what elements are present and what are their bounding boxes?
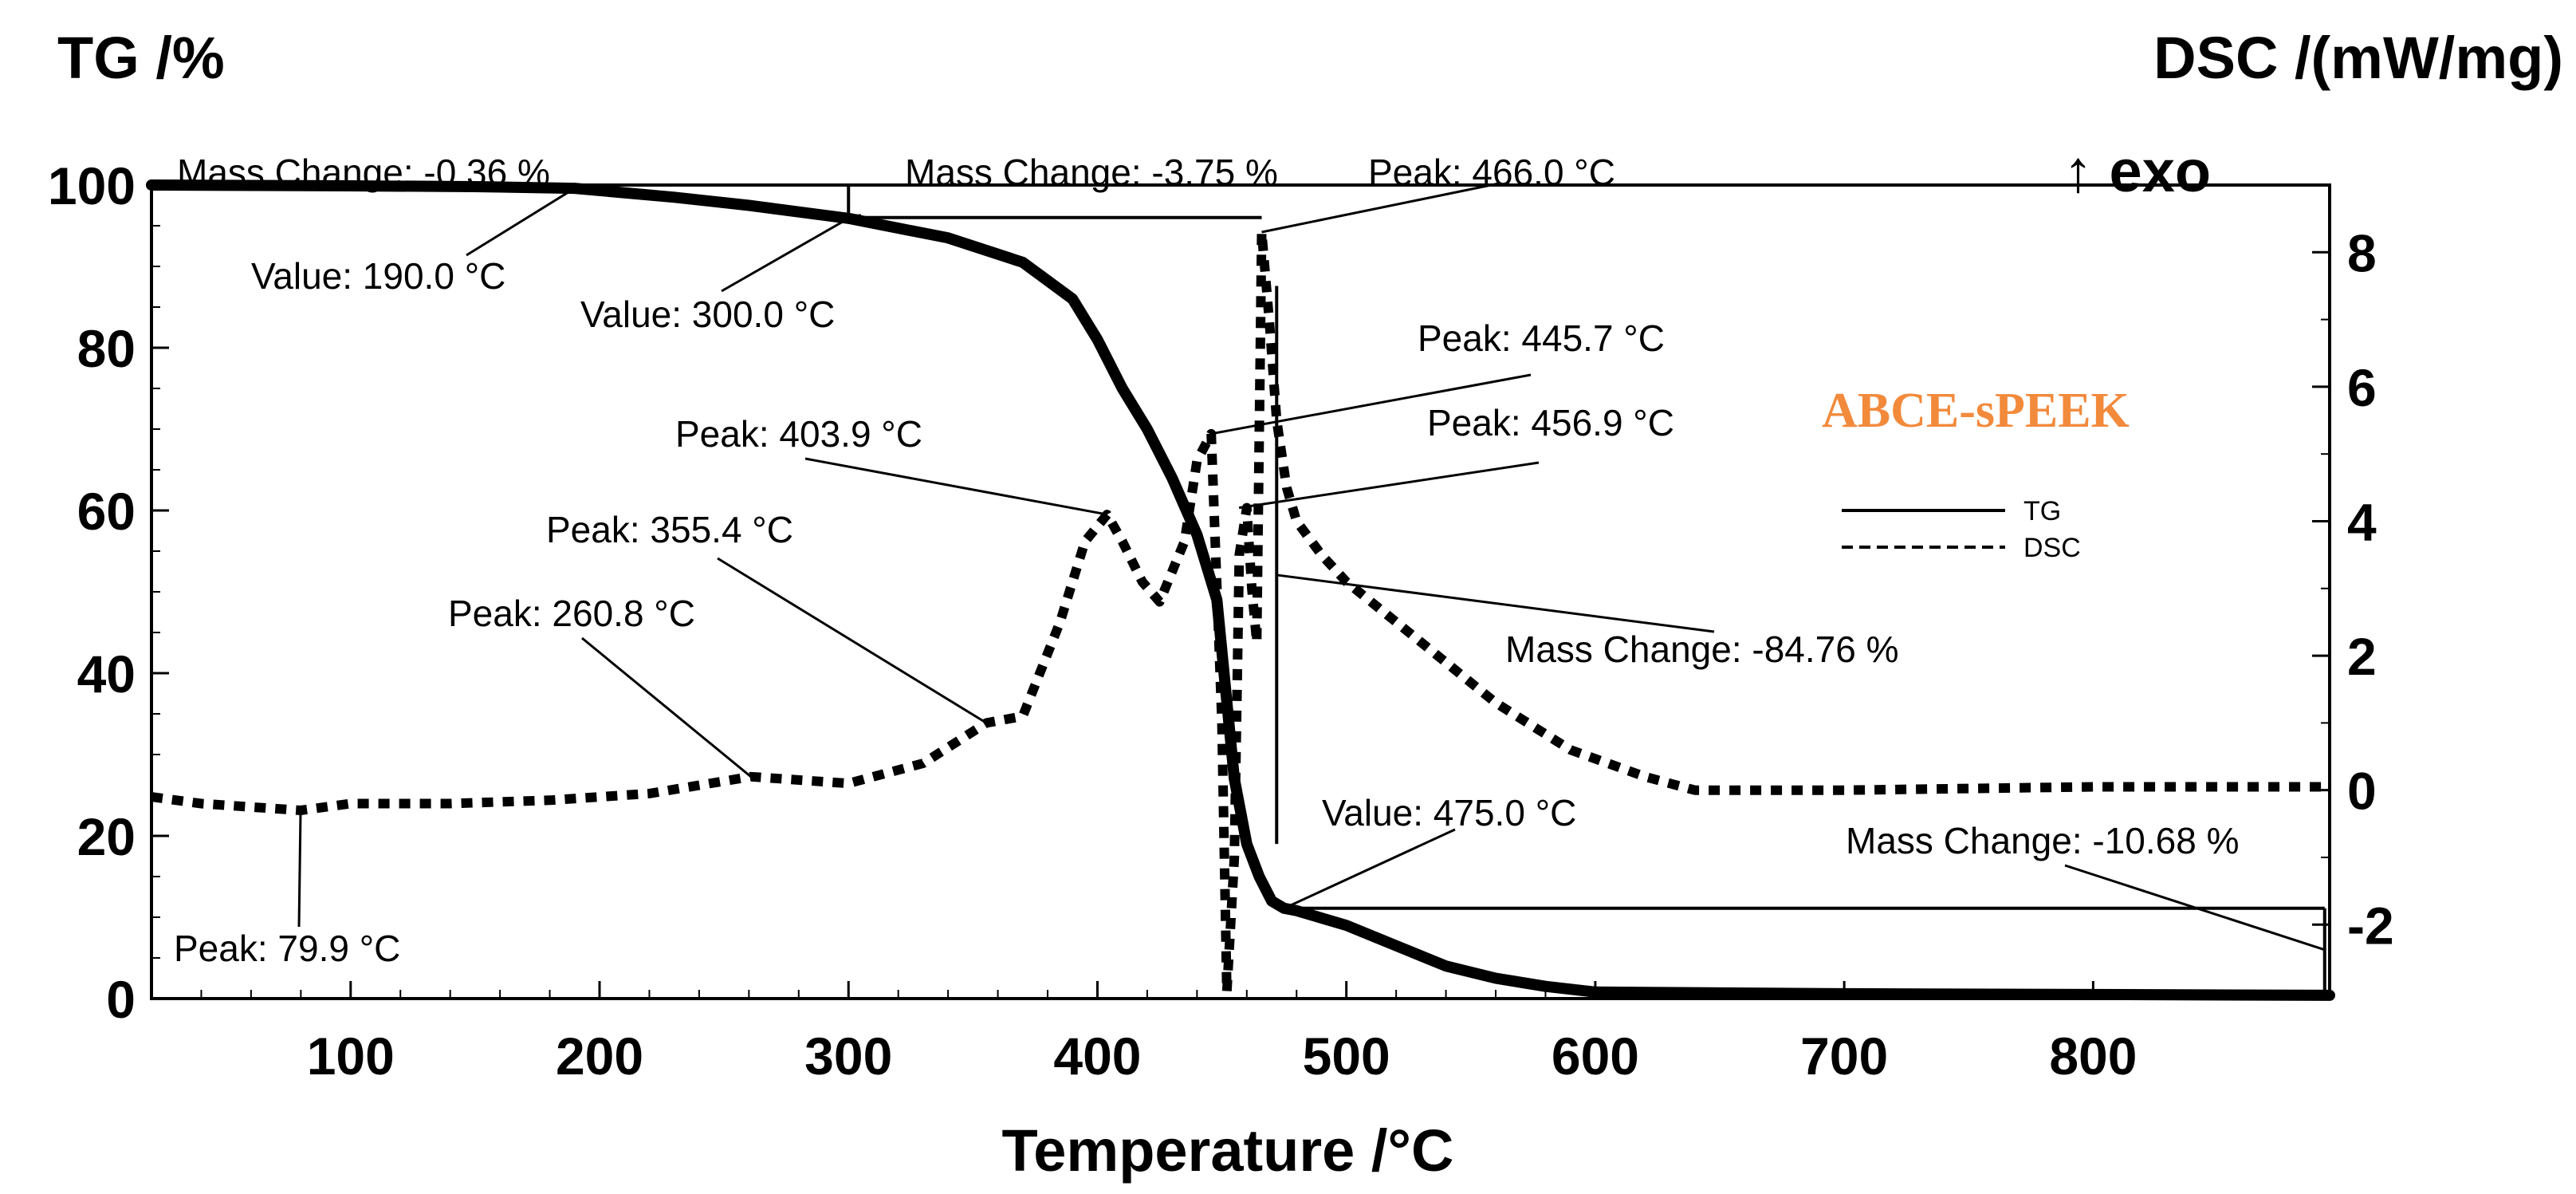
x-tick-label: 200 bbox=[556, 1027, 643, 1086]
axis-ticks: 100 200 300 400 500 600 700 800 0 20 40 60 80 100 -2 0 2… bbox=[48, 156, 2394, 1086]
y-left-tick-label: 100 bbox=[48, 156, 136, 215]
annotation-value-190: Value: 190.0 °C bbox=[251, 255, 505, 297]
y-right-tick-label: 0 bbox=[2347, 762, 2377, 821]
annotation-peak-466: Peak: 466.0 °C bbox=[1368, 152, 1615, 193]
annotation-peak-403-9: Peak: 403.9 °C bbox=[675, 413, 922, 455]
y-right-tick-label: -2 bbox=[2347, 896, 2394, 955]
leader-peak-79-9 bbox=[297, 810, 302, 928]
x-tick-label: 800 bbox=[2049, 1027, 2137, 1086]
annotation-mass-change-2: Mass Change: -3.75 % bbox=[905, 152, 1278, 193]
leader-peak-403-9 bbox=[804, 457, 1107, 516]
leader-peak-456-9 bbox=[1238, 461, 1540, 510]
annotation-mass-change-4: Mass Change: -10.68 % bbox=[1846, 820, 2240, 861]
y-left-tick-label: 40 bbox=[77, 644, 136, 703]
x-tick-label: 300 bbox=[804, 1027, 892, 1086]
annotation-mass-change-1: Mass Change: -0.36 % bbox=[177, 152, 550, 193]
leader-value-300 bbox=[721, 217, 849, 293]
series-dsc-line bbox=[151, 227, 2330, 997]
legend: TG DSC bbox=[1842, 496, 2081, 563]
annotation-peak-79-9: Peak: 79.9 °C bbox=[174, 928, 400, 969]
leader-value-475 bbox=[1284, 828, 1456, 910]
annotation-peak-355-4: Peak: 355.4 °C bbox=[546, 509, 793, 550]
legend-dsc-label: DSC bbox=[2023, 533, 2081, 563]
x-tick-label: 700 bbox=[1800, 1027, 1888, 1086]
series-layer bbox=[146, 179, 2335, 1001]
leader-mass-change-3 bbox=[1276, 573, 1715, 633]
y-right-tick-label: 6 bbox=[2347, 358, 2377, 417]
annotation-peak-260-8: Peak: 260.8 °C bbox=[448, 593, 695, 634]
annotation-value-300: Value: 300.0 °C bbox=[580, 294, 835, 335]
annotation-value-475: Value: 475.0 °C bbox=[1322, 792, 1576, 833]
x-tick-label: 400 bbox=[1053, 1027, 1141, 1086]
leader-peak-466 bbox=[1261, 182, 1500, 234]
y-left-tick-label: 80 bbox=[77, 319, 136, 378]
y-right-tick-label: 2 bbox=[2347, 627, 2377, 686]
leader-mass-change-4 bbox=[2064, 864, 2326, 952]
x-tick-label: 500 bbox=[1303, 1027, 1390, 1086]
leader-peak-445-7 bbox=[1210, 373, 1532, 435]
sample-label: ABCE-sPEEK bbox=[1822, 384, 2130, 438]
exo-indicator: ↑ exo bbox=[2063, 138, 2211, 204]
annotation-peak-445-7: Peak: 445.7 °C bbox=[1418, 317, 1665, 359]
y-right-tick-label: 8 bbox=[2347, 223, 2377, 282]
x-tick-label: 600 bbox=[1551, 1027, 1639, 1086]
y-right-tick-label: 4 bbox=[2347, 492, 2377, 551]
y-left-tick-label: 20 bbox=[77, 807, 136, 866]
x-tick-label: 100 bbox=[307, 1027, 395, 1086]
leader-peak-260-8 bbox=[581, 636, 752, 778]
y-left-tick-label: 60 bbox=[77, 482, 136, 541]
y-left-axis-title: TG /% bbox=[57, 25, 225, 91]
x-axis-title: Temperature /°C bbox=[1002, 1117, 1454, 1184]
annotation-mass-change-3: Mass Change: -84.76 % bbox=[1505, 629, 1899, 670]
annotation-peak-456-9: Peak: 456.9 °C bbox=[1427, 402, 1674, 443]
legend-tg-label: TG bbox=[2023, 496, 2061, 526]
leader-value-190 bbox=[466, 187, 576, 257]
y-right-axis-title: DSC /(mW/mg) bbox=[2153, 25, 2563, 91]
y-left-tick-label: 0 bbox=[106, 970, 136, 1029]
leader-peak-355-4 bbox=[717, 557, 987, 724]
